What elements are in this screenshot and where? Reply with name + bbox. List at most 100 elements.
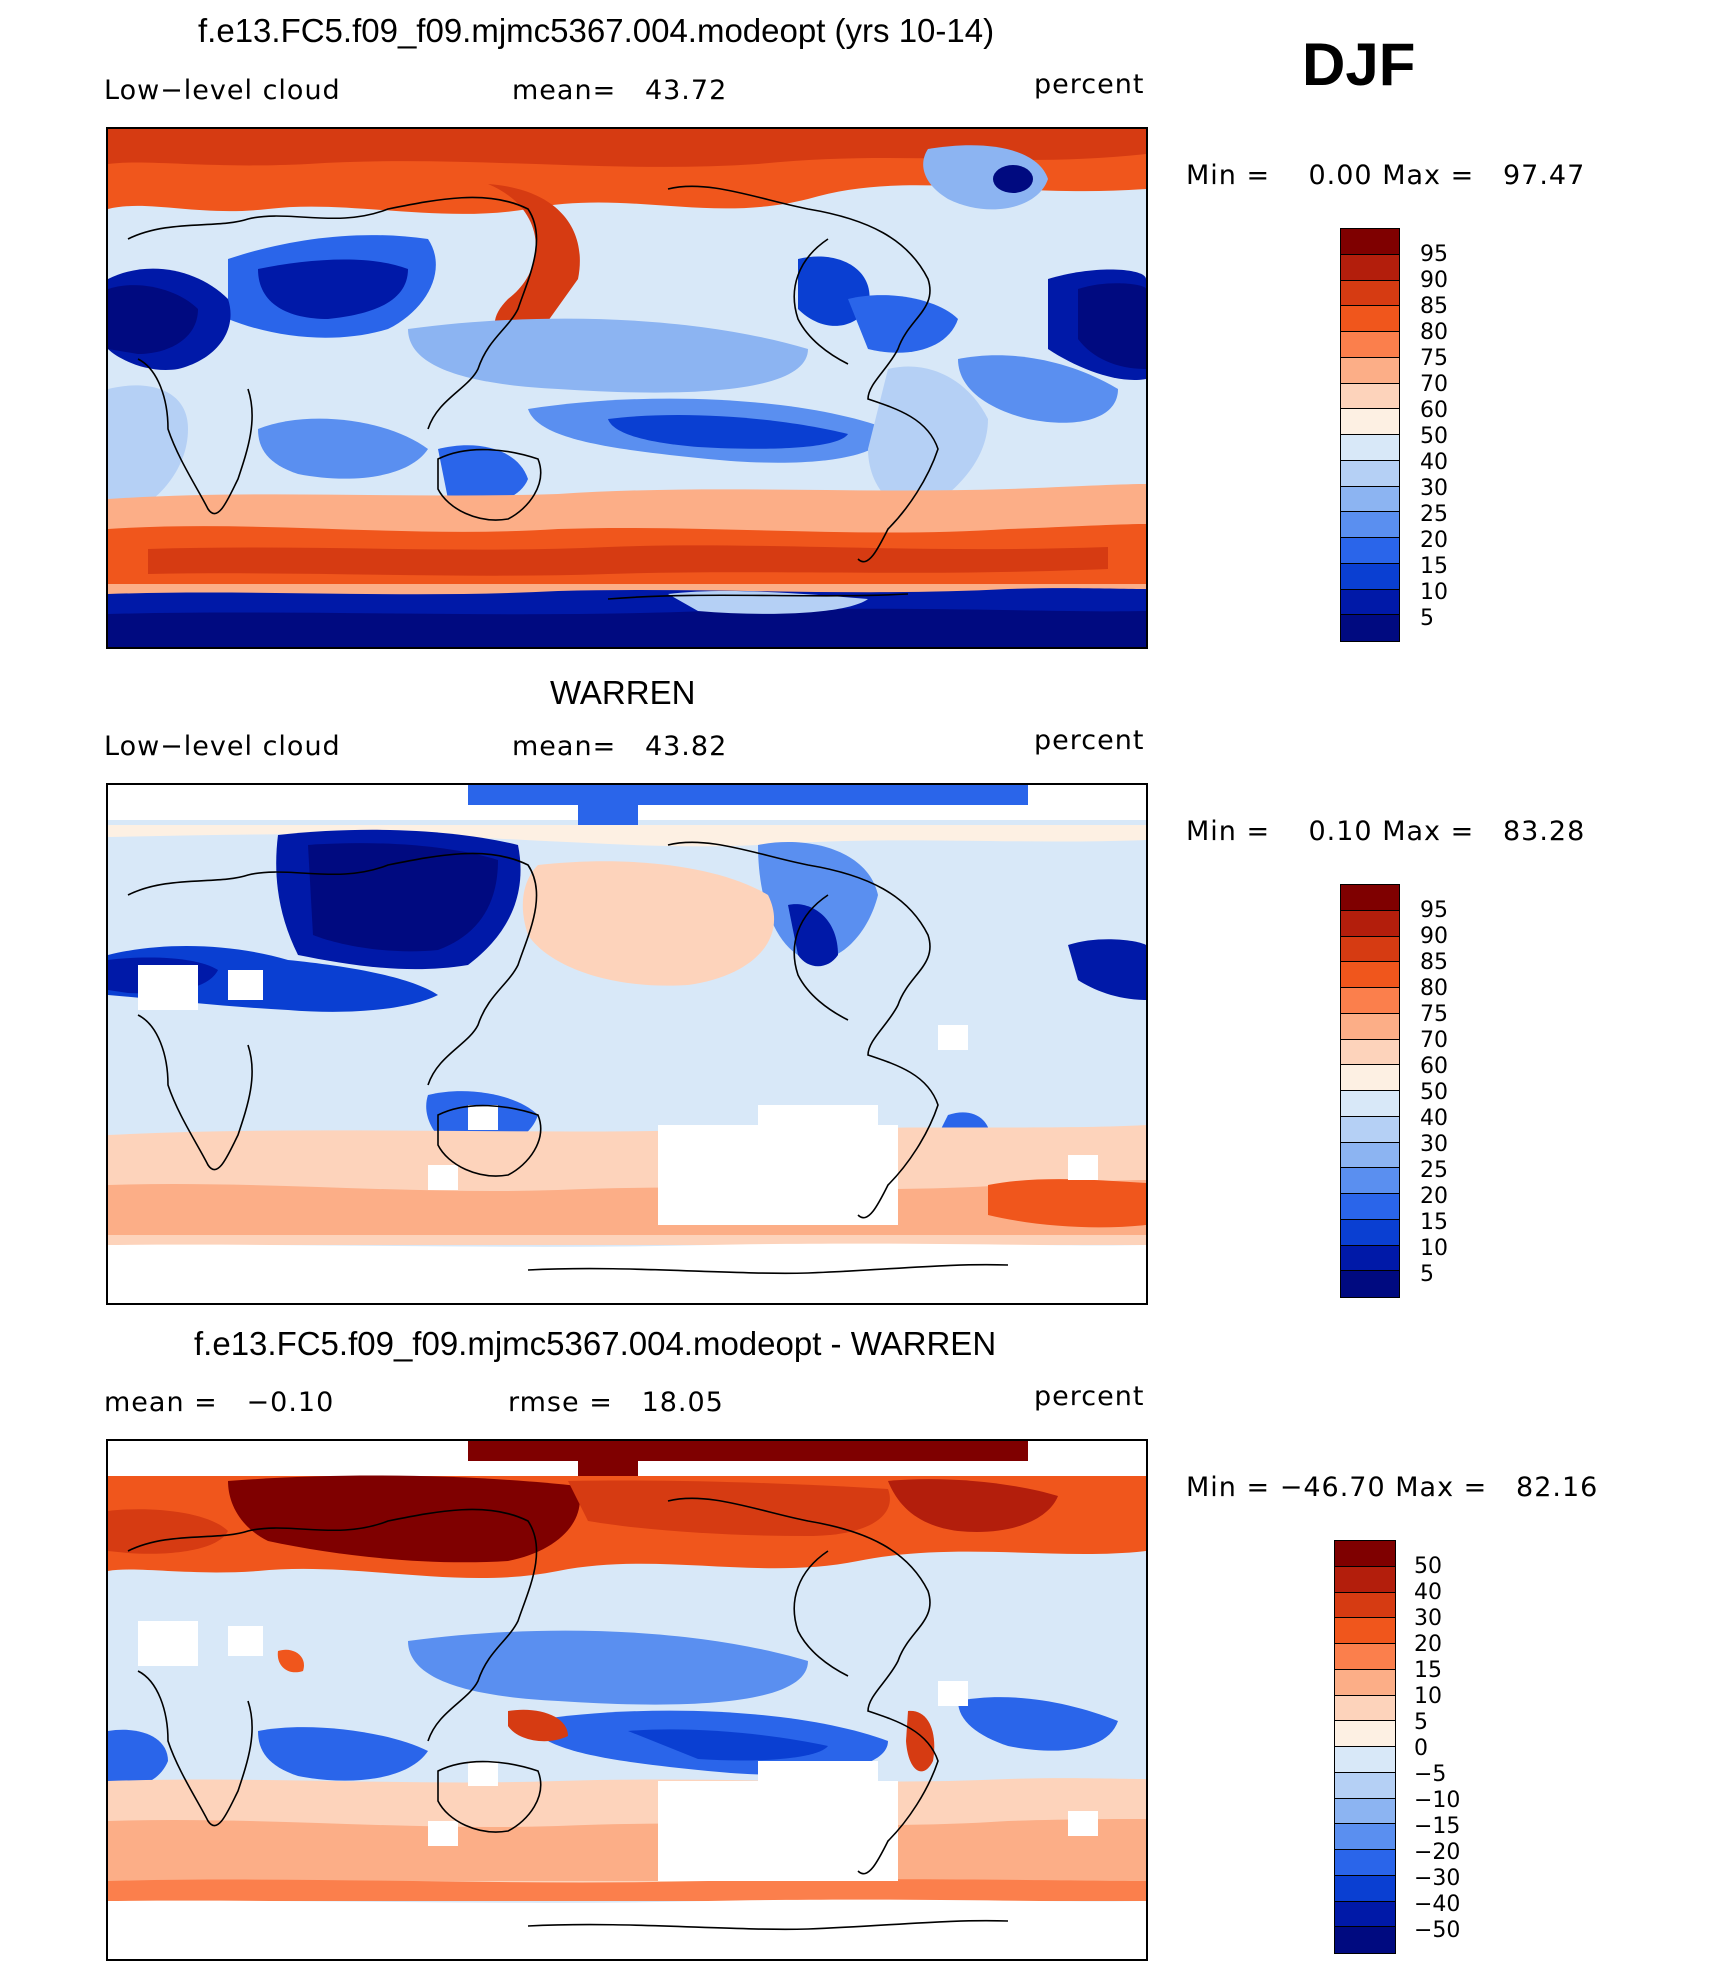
panel1-minmax: Min = 0.00 Max = 97.47: [1186, 160, 1585, 191]
colorbar-swatch: [1335, 1747, 1395, 1773]
colorbar-swatch: [1341, 486, 1399, 513]
panel3-mean-label: mean =: [104, 1387, 218, 1418]
panel3-mean-value: −0.10: [246, 1387, 335, 1418]
panel3-tick: 40: [1414, 1580, 1442, 1605]
panel2-tick: 95: [1420, 898, 1448, 923]
panel2-tick: 15: [1420, 1210, 1448, 1235]
panel2-colorbar: [1340, 884, 1400, 1298]
panel3-tick: 0: [1414, 1736, 1428, 1761]
panel1-max-value: 97.47: [1502, 160, 1586, 191]
panel3-tick: −10: [1414, 1788, 1461, 1813]
panel1-tick: 70: [1420, 372, 1448, 397]
panel1-tick: 30: [1420, 476, 1448, 501]
colorbar-swatch: [1341, 962, 1399, 988]
panel3-tick: 10: [1414, 1684, 1442, 1709]
colorbar-swatch: [1335, 1875, 1395, 1902]
panel3-tick: −15: [1414, 1814, 1461, 1839]
panel2-min-value: 0.10: [1308, 816, 1373, 847]
panel3-rmse-value: 18.05: [641, 1387, 724, 1418]
colorbar-swatch: [1341, 409, 1399, 435]
panel1-tick: 40: [1420, 450, 1448, 475]
colorbar-swatch: [1341, 615, 1399, 641]
panel1-tick: 85: [1420, 294, 1448, 319]
panel2-title: WARREN: [550, 674, 696, 711]
colorbar-swatch: [1335, 1721, 1395, 1747]
colorbar-swatch: [1341, 936, 1399, 963]
panel1-min-label: Min =: [1186, 160, 1271, 191]
panel3-tick: −40: [1414, 1892, 1461, 1917]
colorbar-swatch: [1335, 1618, 1395, 1644]
panel2-map: [106, 783, 1148, 1305]
panel3-units: percent: [1034, 1381, 1145, 1412]
colorbar-swatch: [1341, 1091, 1399, 1117]
colorbar-swatch: [1341, 229, 1399, 255]
panel1-units: percent: [1034, 69, 1145, 100]
panel3-colorbar: [1334, 1540, 1396, 1954]
season-label: DJF: [1302, 31, 1416, 98]
panel1-tick: 5: [1420, 606, 1434, 631]
panel1-tick: 75: [1420, 346, 1448, 371]
panel1-max-label: Max =: [1382, 160, 1475, 191]
colorbar-swatch: [1341, 538, 1399, 564]
panel2-tick: 5: [1420, 1262, 1434, 1287]
colorbar-swatch: [1341, 910, 1399, 937]
colorbar-swatch: [1341, 589, 1399, 616]
panel2-mean-value: 43.82: [644, 731, 728, 762]
panel2-tick: 60: [1420, 1054, 1448, 1079]
panel1-tick: 10: [1420, 580, 1448, 605]
colorbar-swatch: [1341, 885, 1399, 911]
colorbar-swatch: [1341, 1245, 1399, 1272]
panel2-tick: 25: [1420, 1158, 1448, 1183]
panel1-mean-label: mean=: [512, 75, 617, 106]
panel2-minmax: Min = 0.10 Max = 83.28: [1186, 816, 1585, 847]
panel2-units: percent: [1034, 725, 1145, 756]
panel2-tick: 30: [1420, 1132, 1448, 1157]
panel1-tick: 15: [1420, 554, 1448, 579]
panel3-map: [106, 1439, 1148, 1961]
panel1-map-field: [108, 129, 1146, 647]
colorbar-swatch: [1335, 1901, 1395, 1928]
colorbar-swatch: [1341, 1142, 1399, 1169]
colorbar-swatch: [1341, 1168, 1399, 1194]
colorbar-swatch: [1341, 254, 1399, 281]
panel1-tick: 95: [1420, 242, 1448, 267]
panel3-max-value: 82.16: [1516, 1472, 1599, 1503]
panel3-tick: 5: [1414, 1710, 1428, 1735]
panel3-rmse: rmse = 18.05: [508, 1387, 724, 1418]
colorbar-swatch: [1341, 280, 1399, 307]
colorbar-swatch: [1341, 1065, 1399, 1091]
panel3-max-label: Max =: [1395, 1472, 1488, 1503]
panel2-tick: 50: [1420, 1080, 1448, 1105]
panel2-map-field: [108, 785, 1146, 1303]
panel2-tick: 90: [1420, 924, 1448, 949]
panel1-mean-value: 43.72: [644, 75, 728, 106]
colorbar-swatch: [1341, 460, 1399, 487]
panel1-title: f.e13.FC5.f09_f09.mjmc5367.004.modeopt (…: [198, 12, 995, 49]
colorbar-swatch: [1335, 1592, 1395, 1619]
colorbar-swatch: [1335, 1644, 1395, 1670]
panel3-rmse-label: rmse =: [508, 1387, 613, 1418]
panel1-mean: mean= 43.72: [512, 75, 727, 106]
colorbar-swatch: [1341, 1039, 1399, 1066]
colorbar-swatch: [1341, 1116, 1399, 1143]
panel3-tick: −30: [1414, 1866, 1461, 1891]
panel3-map-field: [108, 1441, 1146, 1959]
colorbar-swatch: [1341, 988, 1399, 1014]
colorbar-swatch: [1341, 383, 1399, 410]
colorbar-swatch: [1341, 306, 1399, 332]
colorbar-swatch: [1341, 1271, 1399, 1297]
panel3-tick: 50: [1414, 1554, 1442, 1579]
panel1-min-value: 0.00: [1308, 160, 1373, 191]
colorbar-swatch: [1335, 1541, 1395, 1567]
panel3-tick: 15: [1414, 1658, 1442, 1683]
colorbar-swatch: [1341, 512, 1399, 538]
panel1-colorbar: [1340, 228, 1400, 642]
panel2-mean-label: mean=: [512, 731, 617, 762]
panel1-tick: 25: [1420, 502, 1448, 527]
panel3-tick: −5: [1414, 1762, 1447, 1787]
panel3-tick: −50: [1414, 1918, 1461, 1943]
colorbar-swatch: [1335, 1927, 1395, 1953]
panel2-tick: 10: [1420, 1236, 1448, 1261]
panel1-tick: 60: [1420, 398, 1448, 423]
panel2-max-label: Max =: [1382, 816, 1475, 847]
